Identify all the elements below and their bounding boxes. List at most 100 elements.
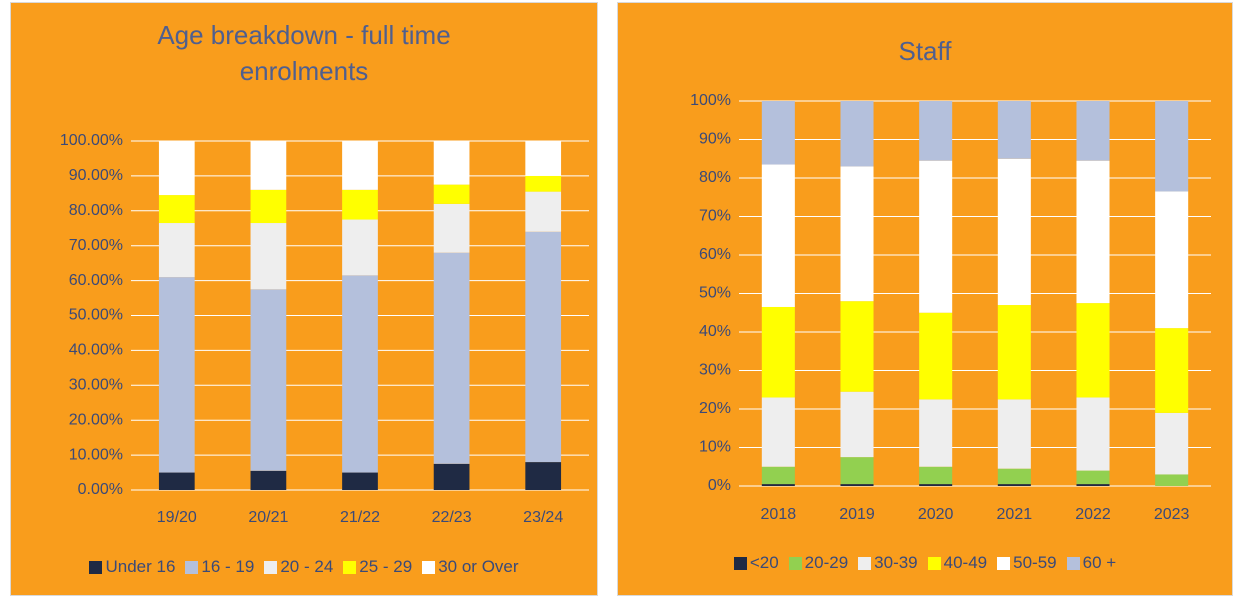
legend-label: 20 - 24 xyxy=(280,557,334,576)
x-tick-label: 2020 xyxy=(918,506,954,523)
bar-segment xyxy=(525,462,562,490)
legend-item: 30 or Over xyxy=(422,557,519,577)
chart: 0.00% 10.00% 20.00% 30.00% 40.00% 50.00% 60.00… xyxy=(60,132,589,526)
y-tick-label: 30% xyxy=(699,362,731,379)
bar-segment xyxy=(919,484,953,486)
chart-title-box: Age breakdown - full time enrolments xyxy=(124,17,484,89)
y-tick-label: 10.00% xyxy=(69,446,123,463)
bar-segment xyxy=(761,484,795,486)
x-tick-label: 20/21 xyxy=(248,509,288,526)
y-tick-label: 50.00% xyxy=(69,307,123,324)
bar-segment xyxy=(997,305,1031,400)
y-tick-label: 90% xyxy=(699,131,731,148)
bar-segment xyxy=(1076,101,1110,161)
bar-segment xyxy=(250,141,287,190)
chart: 0% 10% 20% 30% 40% 50% 60% 70% 80% 90% 100% 2018 201… xyxy=(690,92,1211,523)
bar-segment xyxy=(158,195,195,224)
x-tick-label: 2021 xyxy=(997,506,1033,523)
legend-item: 20 - 24 xyxy=(264,557,333,577)
bar-segment xyxy=(342,275,378,473)
y-tick-label: 40% xyxy=(699,323,731,340)
y-tick-label: 10% xyxy=(699,439,731,456)
bar-segment xyxy=(1076,470,1110,485)
bar-segment xyxy=(761,164,795,307)
bar-segment xyxy=(525,191,562,232)
bar-segment xyxy=(250,289,287,471)
bar-segment xyxy=(997,101,1031,159)
legend-item: 16 - 19 xyxy=(185,557,254,577)
bar-segment xyxy=(250,189,287,224)
x-tick-label: 2022 xyxy=(1075,506,1111,523)
legend-label: 16 - 19 xyxy=(201,557,255,576)
legend-label: 20-29 xyxy=(804,553,849,572)
legend-swatch xyxy=(185,560,199,574)
bar-segment xyxy=(761,466,795,485)
y-tick-label: 100.00% xyxy=(60,132,123,149)
y-tick-label: 70.00% xyxy=(69,237,123,254)
legend-label: <20 xyxy=(749,553,779,572)
y-tick-label: 30.00% xyxy=(69,377,123,394)
legend-label: 60 + xyxy=(1082,553,1117,572)
bar-segment xyxy=(1155,474,1189,486)
legend-item: 40-49 xyxy=(927,553,988,573)
bar-segment xyxy=(158,472,195,490)
legend-swatch xyxy=(343,560,357,574)
x-tick-label: 23/24 xyxy=(523,509,563,526)
bar-segment xyxy=(1155,412,1189,475)
bar-segment xyxy=(840,484,874,486)
y-tick-label: 60% xyxy=(699,246,731,263)
legend-item: 60 + xyxy=(1066,553,1117,573)
legend: Under 16 16 - 19 20 - 24 25 - 29 30 or Over xyxy=(11,557,597,577)
bar-segment xyxy=(250,223,287,290)
legend-item: <20 xyxy=(733,553,779,573)
legend-swatch xyxy=(788,556,802,570)
bar-segment xyxy=(1076,484,1110,486)
bar-segment xyxy=(919,399,953,467)
y-tick-label: 100% xyxy=(690,92,731,109)
bar-segment xyxy=(919,466,953,485)
y-tick-label: 0.00% xyxy=(78,481,123,498)
chart-panel: Staff 0% 10% 20% 30% 40% 50% 60% 70% 80% 90% 100% 20… xyxy=(617,2,1233,596)
bar-segment xyxy=(840,101,874,167)
chart-panel: Age breakdown - full time enrolments 0.00… xyxy=(10,2,598,596)
bar-segment xyxy=(840,301,874,392)
legend-item: 20-29 xyxy=(788,553,849,573)
legend-swatch xyxy=(858,556,872,570)
bar-segment xyxy=(158,223,195,278)
bar-segment xyxy=(1155,328,1189,413)
bar-segment xyxy=(433,184,470,204)
chart-title-box: Staff xyxy=(725,33,1125,69)
legend-item: 50-59 xyxy=(997,553,1057,573)
x-tick-label: 22/23 xyxy=(432,509,472,526)
bar-segment xyxy=(342,141,378,190)
bar-segment xyxy=(997,468,1031,485)
y-tick-label: 0% xyxy=(708,477,731,494)
bar-segment xyxy=(342,472,378,490)
bar-segment xyxy=(342,219,378,276)
bar-segment xyxy=(525,231,562,463)
y-tick-label: 90.00% xyxy=(69,167,123,184)
bar-segment xyxy=(919,160,953,313)
bar-segment xyxy=(919,101,953,161)
bar-segment xyxy=(158,141,195,196)
legend-swatch xyxy=(733,556,747,570)
legend: <20 20-29 30-39 40-49 50-59 60 + xyxy=(618,553,1232,573)
chart-title: Staff xyxy=(898,36,952,66)
bar-segment xyxy=(1155,101,1189,192)
bar-segment xyxy=(761,101,795,165)
legend-swatch xyxy=(927,556,941,570)
y-tick-label: 20% xyxy=(699,400,731,417)
legend-item: 25 - 29 xyxy=(343,557,412,577)
bar-segment xyxy=(1076,160,1110,304)
legend-item: 30-39 xyxy=(858,553,918,573)
y-tick-label: 50% xyxy=(699,285,731,302)
bar-segment xyxy=(840,457,874,485)
legend-label: 40-49 xyxy=(943,553,988,572)
bar-segment xyxy=(158,277,195,473)
x-tick-label: 2023 xyxy=(1154,506,1190,523)
bar-segment xyxy=(1076,397,1110,471)
bar-segment xyxy=(761,397,795,467)
bar-segment xyxy=(433,463,470,490)
legend-item: Under 16 xyxy=(89,557,175,577)
